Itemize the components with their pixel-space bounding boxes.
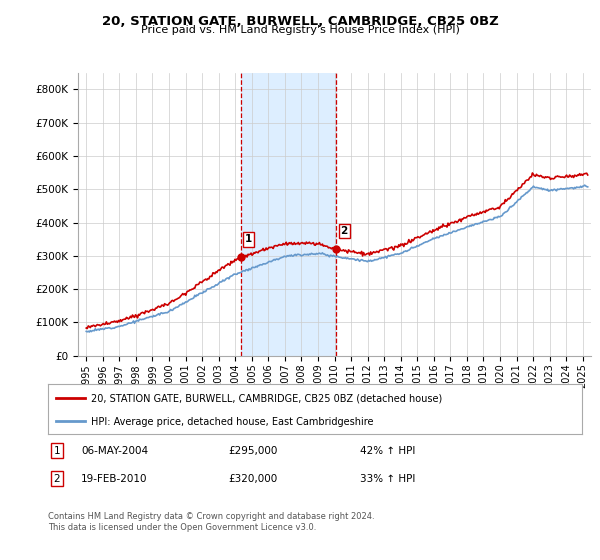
Text: HPI: Average price, detached house, East Cambridgeshire: HPI: Average price, detached house, East… — [91, 417, 373, 427]
Text: 42% ↑ HPI: 42% ↑ HPI — [360, 446, 415, 456]
Text: 1: 1 — [53, 446, 61, 456]
Text: 2: 2 — [53, 474, 61, 484]
Text: £320,000: £320,000 — [228, 474, 277, 484]
Text: 1: 1 — [245, 235, 253, 245]
Text: 20, STATION GATE, BURWELL, CAMBRIDGE, CB25 0BZ: 20, STATION GATE, BURWELL, CAMBRIDGE, CB… — [101, 15, 499, 27]
Text: 06-MAY-2004: 06-MAY-2004 — [81, 446, 148, 456]
Text: 2: 2 — [341, 226, 348, 236]
Text: Contains HM Land Registry data © Crown copyright and database right 2024.
This d: Contains HM Land Registry data © Crown c… — [48, 512, 374, 532]
Text: £295,000: £295,000 — [228, 446, 277, 456]
Text: 33% ↑ HPI: 33% ↑ HPI — [360, 474, 415, 484]
Text: 19-FEB-2010: 19-FEB-2010 — [81, 474, 148, 484]
Text: 20, STATION GATE, BURWELL, CAMBRIDGE, CB25 0BZ (detached house): 20, STATION GATE, BURWELL, CAMBRIDGE, CB… — [91, 394, 442, 404]
Text: Price paid vs. HM Land Registry's House Price Index (HPI): Price paid vs. HM Land Registry's House … — [140, 25, 460, 35]
Bar — [241, 73, 337, 356]
